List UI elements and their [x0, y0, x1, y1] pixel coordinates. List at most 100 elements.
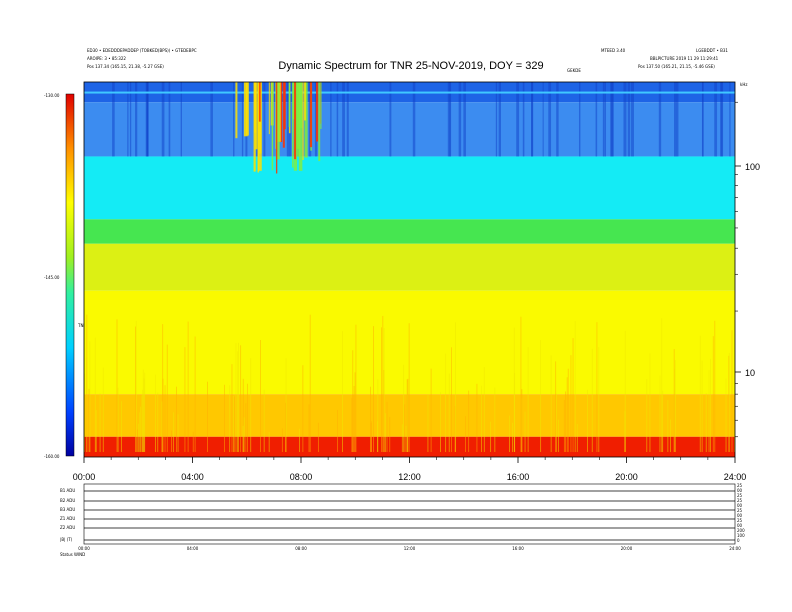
noise-streak	[353, 385, 355, 452]
burst-streak	[288, 82, 291, 127]
noise-streak	[94, 337, 96, 452]
noise-streak	[120, 401, 122, 452]
noise-streak	[567, 368, 569, 452]
noise-streak	[268, 431, 270, 452]
band-gap	[463, 82, 466, 157]
band-gap	[241, 82, 244, 157]
noise-streak	[725, 378, 727, 452]
x-tick-label: 00:00	[73, 472, 96, 482]
spectrogram	[84, 82, 735, 457]
noise-streak	[89, 341, 91, 452]
noise-streak	[440, 392, 441, 452]
burst-streak	[292, 82, 294, 168]
band-gap	[498, 82, 501, 157]
noise-streak	[527, 347, 529, 452]
y-tick-label-10: 10	[745, 368, 755, 378]
band-gap	[714, 82, 718, 157]
noise-streak	[177, 414, 179, 452]
band-gap	[336, 82, 339, 157]
noise-streak	[667, 400, 669, 452]
noise-streak	[238, 342, 239, 452]
band-gap	[389, 82, 392, 157]
aux-x-tick-label: 12:00	[404, 546, 416, 551]
noise-streak	[699, 335, 701, 452]
band-gap	[522, 82, 525, 157]
header-right-mid: GEKDE	[567, 68, 581, 73]
aux-x-tick-label: 08:00	[295, 546, 307, 551]
freq-band-4	[84, 243, 735, 291]
burst-streak	[257, 82, 260, 173]
noise-streak	[351, 397, 353, 452]
noise-streak	[102, 367, 104, 452]
band-gap	[263, 82, 266, 157]
band-gap	[720, 82, 724, 157]
noise-streak	[370, 422, 372, 452]
noise-streak	[84, 373, 85, 452]
header-right-line-4: Pos 137.50 (165.21, 21.15, -5.46 GSE)	[638, 64, 715, 69]
noise-streak	[354, 372, 356, 452]
noise-streak	[161, 401, 163, 452]
aux-right-tick: 25	[737, 498, 743, 503]
burst-streak	[283, 82, 286, 130]
noise-streak	[734, 430, 735, 452]
noise-streak	[591, 348, 593, 452]
noise-streak	[117, 387, 119, 452]
noise-streak	[144, 372, 146, 452]
noise-streak	[576, 423, 578, 452]
aux-x-tick-label: 04:00	[187, 546, 199, 551]
noise-streak	[245, 403, 247, 452]
noise-streak	[250, 358, 252, 452]
burst-streak	[268, 82, 270, 135]
noise-streak	[207, 381, 208, 452]
band-gap	[729, 82, 731, 157]
noise-streak	[235, 343, 237, 452]
header-left-line-2: AROIPE: 3 • 85:322	[87, 56, 126, 61]
noise-streak	[649, 353, 651, 452]
burst-streak	[296, 82, 301, 157]
aux-right-tick: 00	[737, 513, 743, 518]
noise-streak	[224, 384, 225, 452]
noise-streak	[162, 324, 164, 452]
noise-streak	[555, 393, 557, 452]
noise-streak	[624, 410, 626, 452]
noise-streak	[377, 379, 379, 452]
noise-streak	[570, 355, 572, 452]
noise-streak	[728, 352, 730, 452]
band-gap	[623, 82, 627, 157]
noise-streak	[563, 399, 565, 452]
noise-streak	[142, 389, 143, 452]
noise-streak	[407, 378, 409, 452]
aux-label: Z1 ADU	[60, 516, 75, 521]
burst-streak	[304, 82, 308, 158]
band-gap	[233, 82, 235, 157]
band-gap	[548, 82, 552, 157]
noise-streak	[566, 377, 568, 452]
noise-streak	[95, 410, 97, 452]
noise-streak	[232, 395, 234, 452]
noise-streak	[240, 345, 242, 452]
freq-band-3	[84, 219, 735, 244]
noise-streak	[242, 378, 244, 452]
noise-streak	[476, 383, 478, 452]
noise-streak	[572, 338, 574, 452]
noise-streak	[587, 389, 588, 452]
noise-streak	[352, 394, 354, 452]
noise-streak	[135, 320, 137, 452]
noise-streak	[701, 360, 703, 452]
noise-streak	[370, 386, 371, 452]
noise-streak	[714, 320, 716, 452]
noise-streak	[403, 364, 405, 452]
band-gap	[676, 82, 679, 157]
noise-streak	[242, 425, 244, 452]
band-gap	[129, 82, 132, 157]
burst-streak	[298, 82, 303, 171]
noise-streak	[137, 423, 139, 452]
x-tick-label: 20:00	[615, 472, 638, 482]
noise-streak	[140, 406, 141, 452]
noise-streak	[494, 387, 496, 452]
aux-panels: B1 ADU B2 ADU B3 ADU Z1 ADU Z2 ADU |B| (T) Sta…	[60, 483, 745, 557]
noise-streak	[299, 428, 301, 452]
noise-streak	[285, 358, 287, 452]
header-right-line-2: LGEBDDT • B31	[696, 48, 728, 53]
burst-streak	[271, 82, 274, 171]
